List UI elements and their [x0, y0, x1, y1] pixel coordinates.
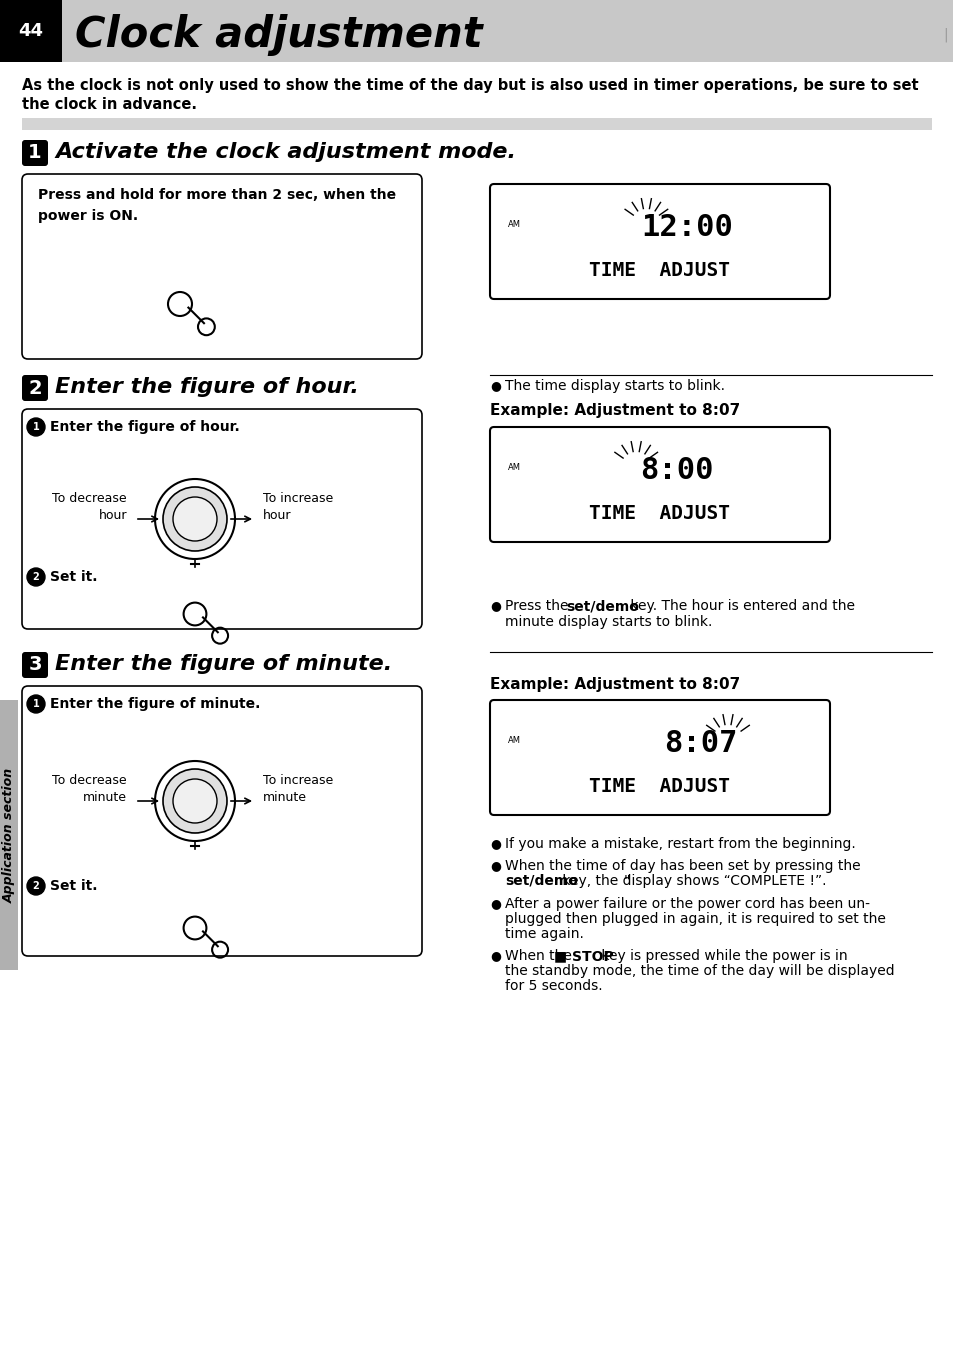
Text: 3: 3 — [29, 656, 42, 675]
FancyBboxPatch shape — [22, 410, 421, 629]
Text: To increase
hour: To increase hour — [263, 492, 333, 522]
Text: set/demo: set/demo — [504, 873, 578, 888]
Text: ●: ● — [490, 379, 500, 392]
Text: 8:00: 8:00 — [639, 456, 713, 485]
Text: 2: 2 — [29, 379, 42, 397]
Bar — [22, 118, 931, 130]
Text: Application section: Application section — [3, 768, 15, 903]
Text: Enter the figure of hour.: Enter the figure of hour. — [50, 420, 239, 434]
Text: plugged then plugged in again, it is required to set the: plugged then plugged in again, it is req… — [504, 913, 885, 926]
Text: Press the: Press the — [504, 599, 572, 612]
FancyBboxPatch shape — [22, 375, 48, 402]
Bar — [0, 700, 18, 969]
Text: set/demo: set/demo — [565, 599, 639, 612]
Text: TIME  ADJUST: TIME ADJUST — [589, 777, 730, 796]
Text: the clock in advance.: the clock in advance. — [22, 97, 196, 112]
Text: key. The hour is entered and the: key. The hour is entered and the — [625, 599, 854, 612]
Text: Example: Adjustment to 8:07: Example: Adjustment to 8:07 — [490, 677, 740, 692]
Text: 44: 44 — [18, 22, 44, 41]
Text: ": " — [623, 873, 630, 888]
Text: Example: Adjustment to 8:07: Example: Adjustment to 8:07 — [490, 403, 740, 418]
Text: ●: ● — [490, 837, 500, 850]
Text: 12:00: 12:00 — [640, 214, 732, 242]
Text: To decrease
hour: To decrease hour — [52, 492, 127, 522]
Circle shape — [27, 695, 45, 713]
Text: ●: ● — [490, 896, 500, 910]
FancyBboxPatch shape — [22, 141, 48, 166]
Bar — [0, 0, 62, 62]
Text: Press and hold for more than 2 sec, when the
power is ON.: Press and hold for more than 2 sec, when… — [38, 188, 395, 223]
Text: If you make a mistake, restart from the beginning.: If you make a mistake, restart from the … — [504, 837, 855, 850]
Text: 1: 1 — [32, 422, 39, 433]
FancyBboxPatch shape — [490, 184, 829, 299]
Text: When the time of day has been set by pressing the: When the time of day has been set by pre… — [504, 859, 860, 873]
Text: key, the display shows “COMPLETE !”.: key, the display shows “COMPLETE !”. — [558, 873, 825, 888]
Text: ●: ● — [490, 949, 500, 963]
Text: As the clock is not only used to show the time of the day but is also used in ti: As the clock is not only used to show th… — [22, 78, 918, 93]
Text: ●: ● — [490, 599, 500, 612]
Text: 2: 2 — [32, 572, 39, 581]
Circle shape — [27, 877, 45, 895]
Text: Activate the clock adjustment mode.: Activate the clock adjustment mode. — [55, 142, 516, 162]
Text: AM: AM — [507, 735, 520, 745]
Text: Set it.: Set it. — [50, 571, 97, 584]
FancyBboxPatch shape — [22, 174, 421, 360]
Bar — [0, 0, 953, 62]
Text: Enter the figure of minute.: Enter the figure of minute. — [55, 654, 392, 675]
Circle shape — [27, 418, 45, 435]
Text: 8:07: 8:07 — [663, 729, 737, 758]
Text: key is pressed while the power is in: key is pressed while the power is in — [597, 949, 846, 963]
Circle shape — [163, 769, 227, 833]
Text: Clock adjustment: Clock adjustment — [75, 14, 482, 55]
Text: Enter the figure of hour.: Enter the figure of hour. — [55, 377, 358, 397]
FancyBboxPatch shape — [490, 427, 829, 542]
Text: time again.: time again. — [504, 927, 583, 941]
Text: TIME  ADJUST: TIME ADJUST — [589, 261, 730, 280]
Text: AM: AM — [507, 462, 520, 472]
Text: minute display starts to blink.: minute display starts to blink. — [504, 615, 712, 629]
Text: To increase
minute: To increase minute — [263, 773, 333, 804]
Text: The time display starts to blink.: The time display starts to blink. — [504, 379, 724, 393]
FancyBboxPatch shape — [22, 652, 48, 677]
FancyBboxPatch shape — [22, 685, 421, 956]
Text: When the: When the — [504, 949, 576, 963]
Circle shape — [154, 761, 234, 841]
Text: Enter the figure of minute.: Enter the figure of minute. — [50, 698, 260, 711]
Text: the standby mode, the time of the day will be displayed: the standby mode, the time of the day wi… — [504, 964, 894, 977]
Text: ■ STOP: ■ STOP — [554, 949, 613, 963]
Text: To decrease
minute: To decrease minute — [52, 773, 127, 804]
Text: 2: 2 — [32, 882, 39, 891]
Text: 1: 1 — [32, 699, 39, 708]
Circle shape — [163, 487, 227, 552]
Text: Set it.: Set it. — [50, 879, 97, 894]
Circle shape — [154, 479, 234, 558]
Circle shape — [172, 498, 216, 541]
Text: After a power failure or the power cord has been un-: After a power failure or the power cord … — [504, 896, 869, 911]
Text: ●: ● — [490, 859, 500, 872]
Circle shape — [172, 779, 216, 823]
Text: for 5 seconds.: for 5 seconds. — [504, 979, 602, 992]
Text: TIME  ADJUST: TIME ADJUST — [589, 504, 730, 523]
Circle shape — [27, 568, 45, 585]
Text: 1: 1 — [29, 143, 42, 162]
Text: AM: AM — [507, 220, 520, 228]
Text: |: | — [943, 28, 947, 42]
FancyBboxPatch shape — [490, 700, 829, 815]
